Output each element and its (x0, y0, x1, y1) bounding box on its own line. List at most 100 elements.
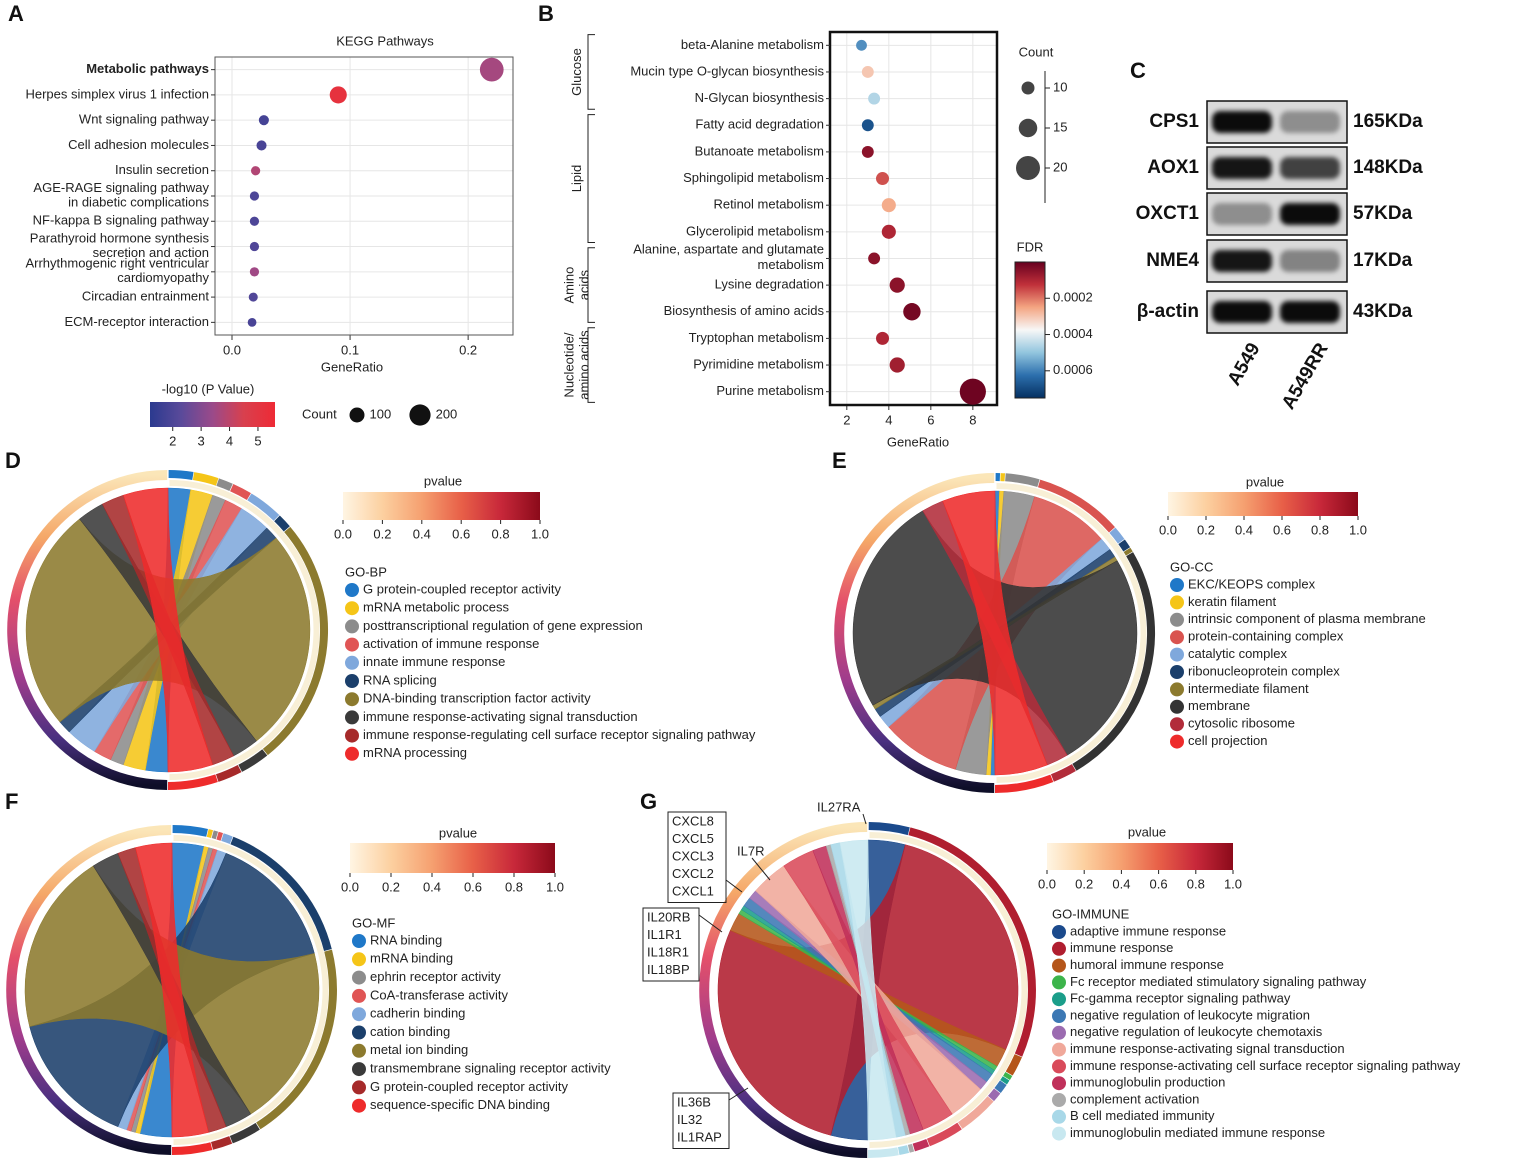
legend-label: G protein-coupled receptor activity (370, 1079, 568, 1094)
term-segment (908, 827, 1036, 1057)
gene-pointer (751, 857, 771, 881)
legend-swatch (1170, 734, 1184, 749)
size-legend-title: Count (1019, 44, 1054, 59)
y-tick-label-line: Parathyroid hormone synthesis (30, 231, 210, 246)
size-label: 43KDa (1353, 301, 1413, 322)
legend-swatch (352, 1062, 366, 1077)
term-segment (167, 774, 218, 790)
gene-ring (834, 473, 995, 793)
dot (256, 140, 267, 151)
y-tick-label: ECM-receptor interaction (65, 314, 210, 329)
gene-label: CXCL3 (672, 848, 714, 863)
legend-label: ephrin receptor activity (370, 969, 501, 984)
y-tick-label: NF-kappa B signaling pathway (33, 213, 210, 228)
legend-label: ribonucleoprotein complex (1188, 663, 1340, 678)
term-segment (897, 1145, 910, 1156)
x-tick-label: 4 (885, 412, 892, 427)
gene-box (672, 1092, 730, 1149)
y-tick-label: Wnt signaling pathway (79, 112, 210, 127)
term-segment (1123, 547, 1133, 556)
panel-letter: C (1130, 58, 1146, 83)
legend-swatch (352, 1080, 366, 1095)
size-legend-label: 20 (1053, 159, 1067, 174)
term-segment (230, 483, 251, 501)
term-segment (994, 1080, 1007, 1093)
dot (247, 317, 257, 327)
legend-swatch (1052, 925, 1066, 939)
legend-label: intrinsic component of plasma membrane (1188, 611, 1426, 626)
band (1280, 301, 1340, 323)
legend-label: mRNA metabolic process (363, 600, 509, 615)
legend-swatch (345, 746, 359, 761)
y-tick-label: beta-Alanine metabolism (681, 37, 824, 52)
panel-letter: E (832, 448, 847, 473)
colorbar-tick-label: 0.8 (1311, 522, 1329, 537)
legend-swatch (1052, 1093, 1066, 1107)
panel-letter: B (538, 1, 554, 26)
gene-ring (6, 825, 172, 1155)
colorbar (1014, 261, 1046, 399)
legend-label: RNA splicing (363, 672, 437, 687)
legend-label: cell projection (1188, 733, 1268, 748)
ribbon (839, 839, 897, 1141)
group-label-line: acids (577, 269, 592, 300)
legend-swatch (352, 988, 366, 1003)
ribbon (942, 490, 1048, 776)
dot (868, 252, 881, 265)
legend-swatch (345, 619, 359, 634)
y-tick-label: Glycerolipid metabolism (686, 223, 824, 238)
legend-title: GO-IMMUNE (1052, 906, 1130, 921)
y-tick-label-line: Arrhythmogenic right ventricular (25, 256, 209, 271)
colorbar-tick-label: 0.4 (413, 526, 431, 541)
y-tick-label-line: secretion and action (93, 245, 209, 260)
y-tick-label: Pyrimidine metabolism (693, 356, 824, 371)
dot (881, 224, 896, 239)
colorbar-tick-label: 5 (254, 433, 261, 448)
term-segment (987, 1088, 1001, 1102)
dot (876, 172, 890, 186)
dot (249, 241, 260, 252)
y-tick-label-line: in diabetic complications (68, 195, 209, 210)
term-inner-ring (169, 480, 320, 780)
y-tick-label: Alanine, aspartate and glutamate metaboli… (633, 242, 824, 273)
term-segment (247, 493, 280, 521)
legend-swatch (1170, 647, 1184, 662)
group-label: Glucose (569, 48, 584, 96)
colorbar-tick-label: 0.8 (492, 526, 510, 541)
dot (889, 277, 905, 293)
dot (479, 57, 504, 82)
colorbar-title: pvalue (1128, 824, 1166, 839)
legend-label: B cell mediated immunity (1070, 1108, 1215, 1123)
legend-label: sequence-specific DNA binding (370, 1097, 550, 1112)
colorbar-tick-label: 0.6 (1150, 876, 1168, 891)
group-label: Lipid (569, 165, 584, 192)
legend-swatch (1052, 1025, 1066, 1040)
colorbar (1168, 492, 1358, 516)
dot (249, 191, 260, 201)
legend-label: Fc-gamma receptor signaling pathway (1070, 991, 1291, 1006)
colorbar (1047, 843, 1233, 870)
dot (249, 216, 260, 226)
dot (889, 357, 905, 373)
panel-letter: A (8, 1, 24, 26)
y-tick-label: Tryptophan metabolism (689, 330, 824, 345)
legend-label: cytosolic ribosome (1188, 716, 1295, 731)
x-axis-label: GeneRatio (321, 359, 383, 374)
panel-letter: D (5, 448, 21, 473)
group-bracket (587, 34, 595, 110)
gene-label: IL1R1 (647, 927, 682, 942)
y-tick-label: Circadian entrainment (82, 289, 210, 304)
term-segment (210, 1136, 233, 1150)
gene-box (642, 907, 700, 982)
band (1212, 111, 1272, 133)
y-tick-label: N-Glycan biosynthesis (695, 90, 825, 105)
legend-swatch (345, 674, 359, 688)
protein-label: β-actin (1137, 301, 1199, 322)
gene-label: IL20RB (647, 909, 690, 924)
band (1280, 203, 1340, 225)
legend-swatch (1170, 612, 1184, 627)
group-label-line: Amino (562, 267, 577, 304)
colorbar-tick-label: 0.4 (1112, 876, 1130, 891)
term-segment (238, 749, 268, 772)
dot (258, 115, 269, 126)
